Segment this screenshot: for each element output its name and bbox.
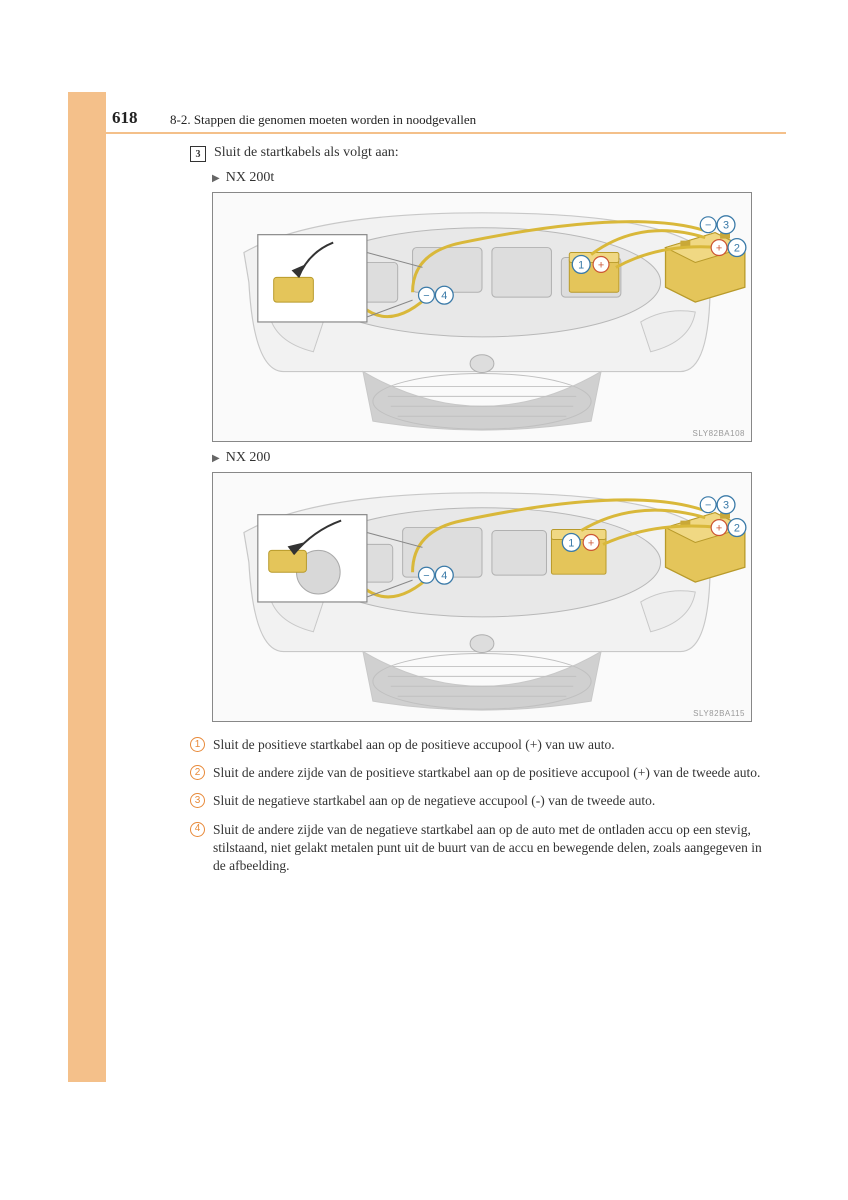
model-heading: ▶ NX 200t (212, 170, 770, 186)
instruction-number: 4 (190, 822, 205, 837)
image-id: SLY82BA115 (693, 709, 745, 718)
instruction-number: 1 (190, 737, 205, 752)
instruction-number: 3 (190, 793, 205, 808)
svg-text:+: + (598, 259, 604, 271)
model-name: NX 200 (226, 450, 271, 466)
svg-text:+: + (716, 523, 722, 535)
model-heading: ▶ NX 200 (212, 450, 770, 466)
model-name: NX 200t (226, 170, 275, 186)
engine-diagram: 1 + 2 + 3 − 4 − (212, 472, 752, 722)
engine-diagram: 1 + 2 + 3 − 4 − (212, 192, 752, 442)
instruction-item: 2 Sluit de andere zijde van de positieve… (190, 764, 770, 782)
instruction-list: 1 Sluit de positieve startkabel aan op d… (190, 736, 770, 875)
instruction-item: 3 Sluit de negatieve startkabel aan op d… (190, 792, 770, 810)
instruction-text: Sluit de negatieve startkabel aan op de … (213, 792, 770, 810)
svg-text:−: − (423, 570, 429, 582)
diagram-svg: 1 + 2 + 3 − 4 − (213, 193, 751, 441)
svg-text:+: + (716, 243, 722, 255)
instruction-item: 4 Sluit de andere zijde van de negatieve… (190, 821, 770, 876)
svg-text:3: 3 (723, 220, 729, 232)
step-text: Sluit de startkabels als volgt aan: (214, 145, 399, 161)
instruction-text: Sluit de positieve startkabel aan op de … (213, 736, 770, 754)
step-number-box: 3 (190, 146, 206, 162)
svg-text:3: 3 (723, 500, 729, 512)
instruction-item: 1 Sluit de positieve startkabel aan op d… (190, 736, 770, 754)
triangle-icon: ▶ (212, 173, 220, 184)
instruction-number: 2 (190, 765, 205, 780)
svg-text:+: + (588, 537, 594, 549)
instruction-text: Sluit de andere zijde van de negatieve s… (213, 821, 770, 876)
step-row: 3 Sluit de startkabels als volgt aan: (190, 145, 770, 162)
svg-text:−: − (705, 500, 711, 512)
svg-text:1: 1 (568, 537, 574, 549)
svg-text:1: 1 (578, 259, 584, 271)
svg-text:2: 2 (734, 523, 740, 535)
section-title: 8-2. Stappen die genomen moeten worden i… (170, 112, 476, 128)
svg-text:2: 2 (734, 243, 740, 255)
svg-text:4: 4 (441, 570, 447, 582)
page-number: 618 (112, 108, 138, 128)
sidebar-tab (68, 92, 106, 1082)
page-content: 3 Sluit de startkabels als volgt aan: ▶ … (190, 145, 770, 885)
instruction-text: Sluit de andere zijde van de positieve s… (213, 764, 770, 782)
svg-text:−: − (705, 220, 711, 232)
svg-text:−: − (423, 290, 429, 302)
image-id: SLY82BA108 (693, 429, 745, 438)
diagram-svg: 1 + 2 + 3 − 4 − (213, 473, 751, 721)
header-rule (106, 132, 786, 134)
triangle-icon: ▶ (212, 453, 220, 464)
svg-text:4: 4 (441, 290, 447, 302)
